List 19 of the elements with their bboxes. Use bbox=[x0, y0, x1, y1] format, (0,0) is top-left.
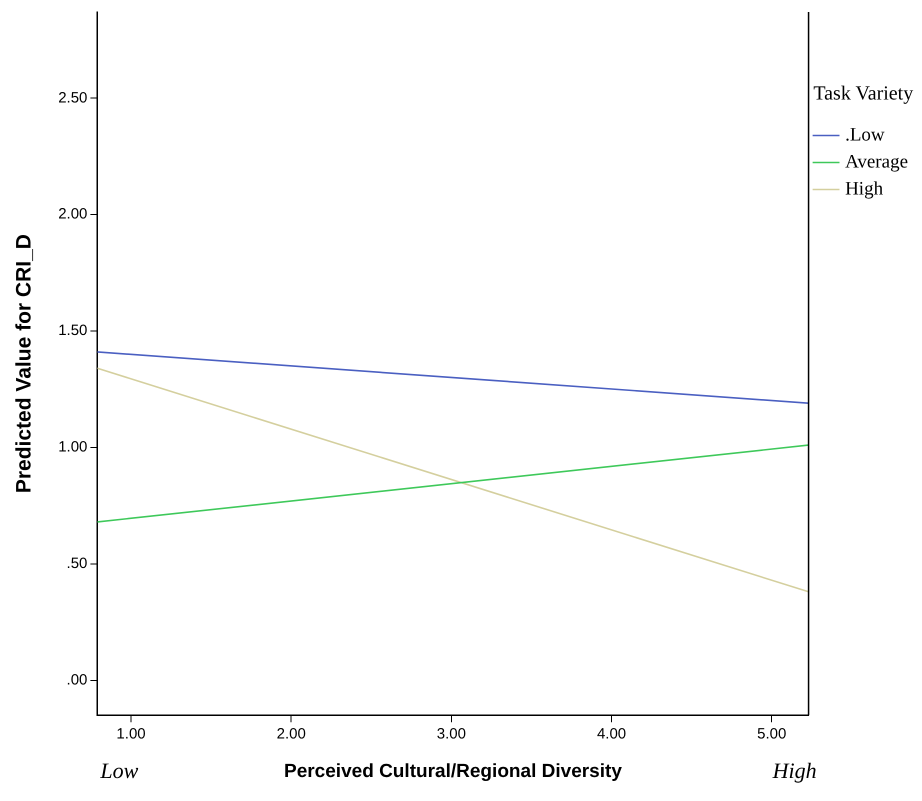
x-axis-title: Perceived Cultural/Regional Diversity bbox=[284, 760, 622, 782]
x-tick-label: 4.00 bbox=[596, 725, 626, 742]
y-tick-label: 2.50 bbox=[58, 89, 88, 106]
x-tick-label: 5.00 bbox=[757, 725, 786, 742]
y-tick-label: 1.00 bbox=[58, 438, 88, 456]
text: Low bbox=[99, 758, 139, 783]
x-tick-label: 1.00 bbox=[116, 725, 146, 742]
y-axis-title: Predicted Value for CRI_D bbox=[12, 234, 36, 494]
legend-title: Task Variety bbox=[813, 82, 914, 104]
legend-label: Average bbox=[845, 151, 908, 172]
y-tick-label: .50 bbox=[66, 554, 88, 572]
x-tick-label: 3.00 bbox=[436, 725, 466, 742]
y-tick-label: .00 bbox=[66, 671, 88, 688]
text: High bbox=[772, 758, 817, 783]
y-tick-label: 1.50 bbox=[58, 322, 88, 340]
x-tick-label: 2.00 bbox=[276, 725, 306, 742]
legend-label: High bbox=[845, 178, 884, 200]
y-tick-label: 2.00 bbox=[58, 206, 88, 223]
legend-label: .Low bbox=[845, 124, 885, 146]
